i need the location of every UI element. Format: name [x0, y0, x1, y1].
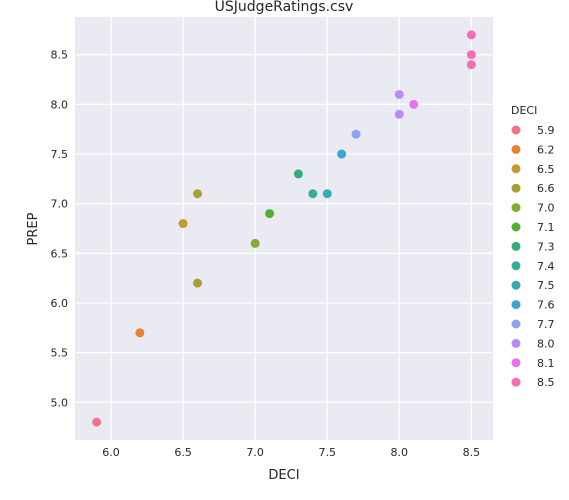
- legend-title: DECI: [511, 104, 537, 117]
- y-tick-label: 6.5: [51, 247, 69, 260]
- legend-label: 7.1: [537, 221, 555, 234]
- data-points: [92, 30, 476, 427]
- y-axis-label: PREP: [26, 212, 41, 245]
- data-point: [265, 209, 275, 219]
- legend-label: 7.3: [537, 240, 555, 253]
- legend-marker: [511, 203, 521, 213]
- x-tick-label: 8.0: [391, 446, 409, 459]
- legend-marker: [511, 280, 521, 290]
- data-point: [193, 189, 203, 199]
- legend-label: 6.6: [537, 182, 555, 195]
- legend-label: 7.4: [537, 260, 555, 273]
- data-point: [135, 328, 145, 338]
- y-tick-label: 8.0: [51, 98, 69, 111]
- x-tick-label: 7.5: [318, 446, 336, 459]
- legend-label: 6.5: [537, 163, 555, 176]
- legend-label: 7.5: [537, 279, 555, 292]
- data-point: [394, 89, 404, 99]
- legend-marker: [511, 222, 521, 232]
- legend-marker: [511, 261, 521, 271]
- plot-area: [75, 17, 493, 440]
- legend-marker: [511, 319, 521, 329]
- y-tick-label: 8.5: [51, 49, 69, 62]
- data-point: [308, 189, 318, 199]
- legend-marker: [511, 358, 521, 368]
- data-point: [466, 30, 476, 40]
- data-point: [337, 149, 347, 159]
- data-point: [178, 219, 188, 229]
- legend-marker: [511, 144, 521, 154]
- legend-marker: [511, 125, 521, 135]
- legend-label: 7.7: [537, 318, 555, 331]
- x-tick-label: 8.5: [463, 446, 481, 459]
- x-axis-label: DECI: [268, 468, 299, 483]
- x-tick-label: 7.0: [246, 446, 264, 459]
- legend-marker: [511, 300, 521, 310]
- legend-label: 5.9: [537, 124, 555, 137]
- data-point: [293, 169, 303, 179]
- data-point: [394, 109, 404, 119]
- data-point: [466, 50, 476, 60]
- legend-marker: [511, 338, 521, 348]
- data-point: [466, 60, 476, 70]
- legend-label: 7.6: [537, 299, 555, 312]
- y-tick-label: 7.0: [51, 198, 69, 211]
- chart-title: USJudgeRatings.csv: [215, 0, 354, 15]
- grid-lines: [75, 17, 493, 440]
- data-point: [409, 99, 419, 109]
- y-tick-label: 7.5: [51, 148, 69, 161]
- y-tick-label: 5.0: [51, 396, 69, 409]
- legend: DECI 5.9 6.2 6.5 6.6 7.0 7.1 7.3 7.4 7.5 7.6 7.7 8.…: [511, 104, 555, 389]
- legend-label: 7.0: [537, 202, 555, 215]
- legend-marker: [511, 241, 521, 251]
- legend-label: 8.5: [537, 376, 555, 389]
- legend-label: 6.2: [537, 143, 555, 156]
- data-point: [250, 238, 260, 248]
- x-tick-label: 6.0: [102, 446, 120, 459]
- data-point: [351, 129, 361, 139]
- data-point: [193, 278, 203, 288]
- y-tick-labels: 5.0 5.5 6.0 6.5 7.0 7.5 8.0 8.5: [51, 49, 69, 410]
- legend-marker: [511, 164, 521, 174]
- legend-label: 8.0: [537, 337, 555, 350]
- data-point: [322, 189, 332, 199]
- legend-label: 8.1: [537, 357, 555, 370]
- y-tick-label: 6.0: [51, 297, 69, 310]
- data-point: [92, 417, 102, 427]
- legend-marker: [511, 377, 521, 387]
- y-tick-label: 5.5: [51, 347, 69, 360]
- legend-marker: [511, 183, 521, 193]
- x-tick-labels: 6.0 6.5 7.0 7.5 8.0 8.5: [102, 446, 480, 459]
- x-tick-label: 6.5: [174, 446, 192, 459]
